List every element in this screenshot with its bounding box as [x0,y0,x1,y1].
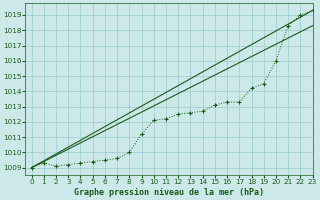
X-axis label: Graphe pression niveau de la mer (hPa): Graphe pression niveau de la mer (hPa) [74,188,264,197]
